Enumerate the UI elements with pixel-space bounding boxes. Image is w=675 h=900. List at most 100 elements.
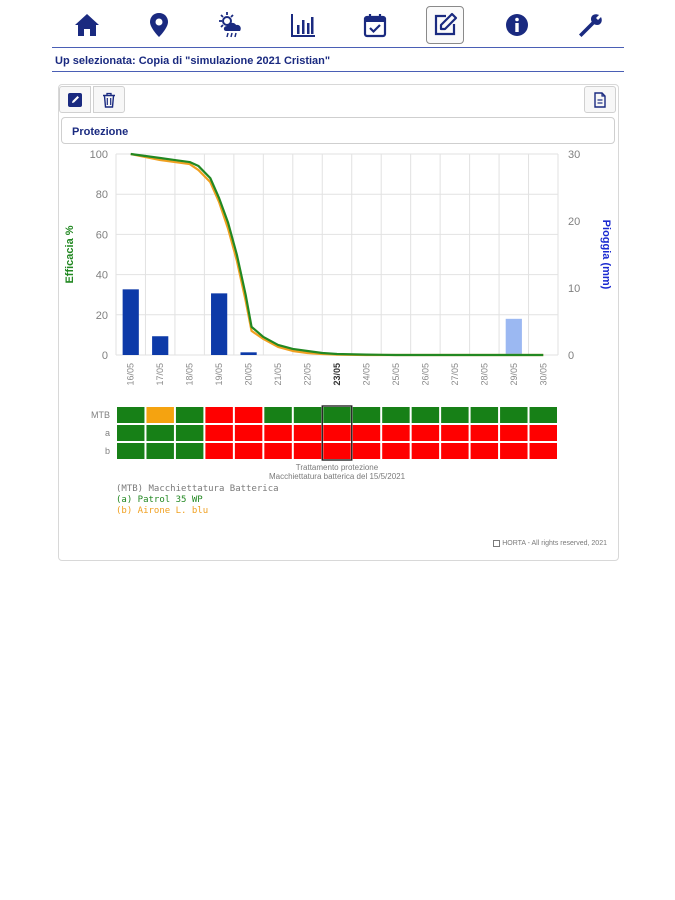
selected-up-label: Up selezionata: Copia di "simulazione 20… bbox=[55, 55, 331, 67]
left-tick-label: 0 bbox=[102, 350, 108, 362]
image-icon bbox=[493, 540, 501, 547]
matrix-cell bbox=[117, 407, 145, 423]
matrix-cell bbox=[293, 425, 322, 441]
document-button[interactable] bbox=[584, 86, 616, 113]
matrix-cell bbox=[264, 443, 292, 459]
matrix-row-label: a bbox=[105, 428, 110, 438]
matrix-cell bbox=[175, 407, 204, 423]
nav-location-button[interactable] bbox=[140, 6, 178, 44]
rain-bar bbox=[211, 293, 228, 355]
matrix-cell bbox=[117, 443, 145, 459]
matrix-cell bbox=[323, 425, 351, 441]
matrix-cell bbox=[500, 407, 528, 423]
matrix-cell bbox=[234, 443, 263, 459]
matrix-cell bbox=[117, 425, 145, 441]
matrix-row-label: b bbox=[105, 446, 110, 456]
date-label: 21/05 bbox=[273, 363, 283, 386]
right-tick-label: 10 bbox=[568, 283, 580, 295]
bar-chart-icon bbox=[291, 14, 315, 37]
nav-edit-button[interactable] bbox=[426, 6, 464, 44]
right-axis-title: Pioggia (mm) bbox=[600, 220, 612, 290]
matrix-highlight bbox=[321, 405, 353, 461]
legend-b: (b) Airone L. blu bbox=[116, 506, 209, 516]
nav-info-button[interactable] bbox=[498, 6, 536, 44]
date-label: 22/05 bbox=[303, 363, 313, 386]
matrix-cell bbox=[175, 425, 204, 441]
nav-calendar-button[interactable] bbox=[356, 6, 394, 44]
matrix-cell bbox=[175, 443, 204, 459]
left-axis-title: Efficacia % bbox=[64, 225, 76, 283]
date-label: 18/05 bbox=[185, 363, 195, 386]
protection-chart: 0 20 40 60 80 100 0 10 20 30 Efficacia % Pioggia (m… bbox=[64, 149, 612, 481]
top-navigation bbox=[52, 0, 624, 47]
map-marker-icon bbox=[150, 13, 168, 37]
delete-button[interactable] bbox=[93, 86, 125, 113]
matrix-cell bbox=[146, 425, 174, 441]
matrix-cell bbox=[352, 407, 381, 423]
matrix-cell bbox=[382, 407, 410, 423]
left-tick-label: 60 bbox=[96, 229, 108, 241]
matrix-cell bbox=[352, 443, 381, 459]
matrix-cell bbox=[500, 425, 528, 441]
matrix-cell bbox=[441, 425, 469, 441]
rain-bar bbox=[240, 352, 257, 355]
date-label: 27/05 bbox=[450, 363, 460, 386]
matrix-cell bbox=[470, 443, 499, 459]
nav-divider bbox=[52, 47, 624, 48]
matrix-cell bbox=[382, 425, 410, 441]
left-tick-label: 40 bbox=[96, 270, 108, 282]
matrix-cell bbox=[382, 443, 410, 459]
matrix-cell bbox=[529, 425, 557, 441]
copyright: HORTA - All rights reserved, 2021 bbox=[493, 540, 607, 547]
matrix-cell bbox=[293, 407, 322, 423]
protection-panel bbox=[58, 84, 619, 561]
legend-a: (a) Patrol 35 WP bbox=[116, 495, 203, 505]
matrix-cell bbox=[323, 407, 351, 423]
section-title: Protezione bbox=[61, 117, 615, 144]
legend-mtb: (MTB) Macchiettatura Batterica bbox=[116, 484, 279, 494]
right-tick-label: 20 bbox=[568, 216, 580, 228]
left-tick-label: 80 bbox=[96, 189, 108, 201]
date-label: 30/05 bbox=[538, 363, 548, 386]
date-label: 25/05 bbox=[391, 363, 401, 386]
edit-icon bbox=[68, 92, 82, 107]
trash-icon bbox=[103, 92, 115, 108]
nav-home-button[interactable] bbox=[68, 6, 106, 44]
nav-settings-button[interactable] bbox=[570, 6, 608, 44]
date-label: 24/05 bbox=[361, 363, 371, 386]
calendar-check-icon bbox=[363, 14, 387, 38]
matrix-cell bbox=[205, 425, 233, 441]
matrix-cell bbox=[293, 443, 322, 459]
matrix-row-label: MTB bbox=[91, 410, 110, 420]
weather-cloud-sun-rain-icon bbox=[219, 12, 241, 38]
matrix-cell bbox=[470, 407, 499, 423]
matrix-cell bbox=[500, 443, 528, 459]
matrix-cell bbox=[205, 407, 233, 423]
efficacy-line-b bbox=[130, 152, 544, 357]
right-tick-label: 30 bbox=[568, 149, 580, 161]
matrix-cell bbox=[411, 425, 440, 441]
efficacy-line-a bbox=[130, 152, 544, 357]
date-label: 29/05 bbox=[509, 363, 519, 386]
nav-charts-button[interactable] bbox=[284, 6, 322, 44]
copyright-text: HORTA - All rights reserved, 2021 bbox=[502, 540, 607, 547]
rain-bar bbox=[505, 318, 522, 355]
matrix-cell bbox=[529, 443, 557, 459]
left-tick-label: 20 bbox=[96, 310, 108, 322]
date-label: 20/05 bbox=[244, 363, 254, 386]
date-label: 26/05 bbox=[420, 363, 430, 386]
date-label: 17/05 bbox=[155, 363, 165, 386]
date-label: 16/05 bbox=[126, 363, 136, 386]
chart-caption-1: Trattamento protezione bbox=[296, 463, 379, 472]
edit-icon bbox=[434, 12, 458, 36]
matrix-cell bbox=[264, 425, 292, 441]
edit-button[interactable] bbox=[59, 86, 91, 113]
wrench-icon bbox=[579, 14, 602, 38]
home-icon bbox=[75, 14, 99, 36]
date-label: 23/05 bbox=[332, 363, 342, 386]
chart-caption-2: Macchiettatura batterica del 15/5/2021 bbox=[269, 472, 406, 481]
matrix-cell bbox=[352, 425, 381, 441]
document-icon bbox=[594, 91, 606, 108]
nav-weather-button[interactable] bbox=[212, 6, 250, 44]
date-label: 19/05 bbox=[214, 363, 224, 386]
